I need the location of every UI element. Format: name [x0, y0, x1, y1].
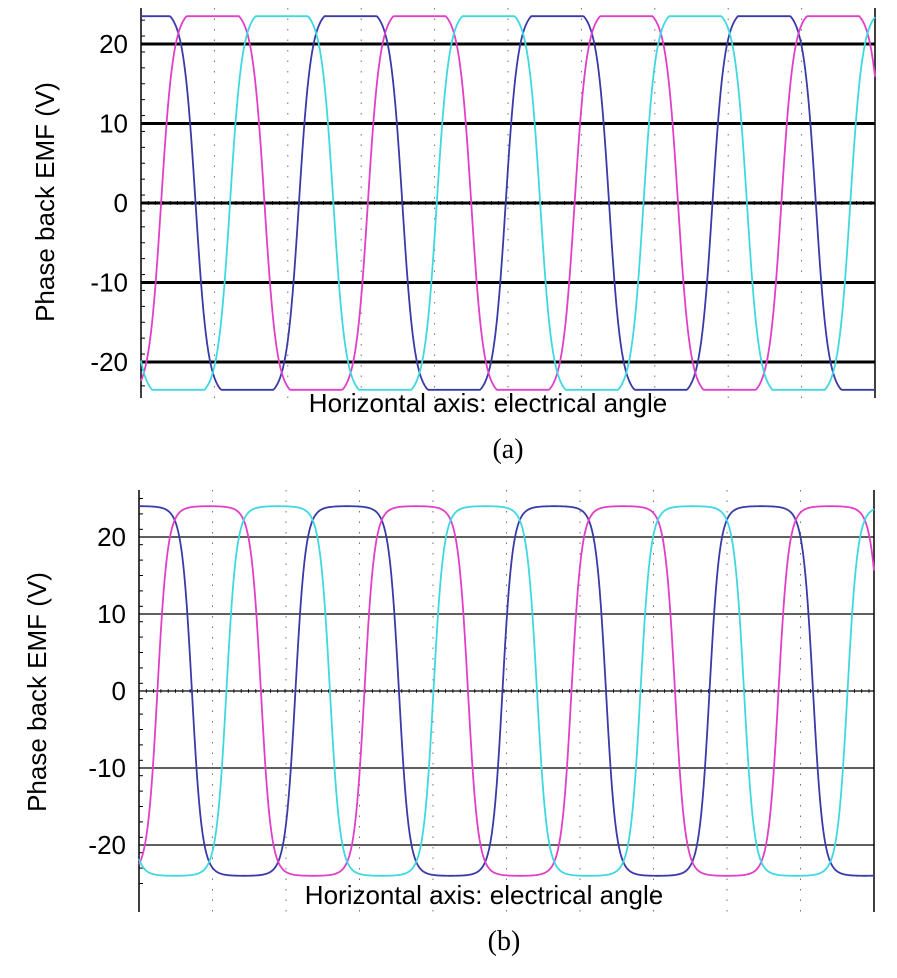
series-line-phase_c — [140, 15, 876, 391]
series-line-phase_a — [139, 505, 875, 877]
series-line-phase_a — [141, 15, 875, 391]
caption-a: (a) — [492, 434, 523, 465]
x-axis-title-b: Horizontal axis: electrical angle — [305, 880, 663, 910]
series-group-a — [140, 15, 876, 391]
ytick-label: -20 — [88, 830, 126, 860]
y-axis-title-a: Phase back EMF (V) — [30, 82, 60, 322]
ytick-label: 20 — [99, 29, 128, 59]
series-line-phase_b — [138, 505, 875, 877]
ytick-label: 10 — [97, 599, 126, 629]
series-group-b — [138, 505, 875, 877]
minor-ticks-b — [138, 498, 870, 884]
gridlines-a — [141, 42, 875, 364]
gridlines-b — [139, 536, 874, 846]
ytick-label: 10 — [99, 109, 128, 139]
dotted-grid-b — [212, 490, 801, 912]
chart-panel-b: 20 10 0 -10 -20 Phase back EMF (V) Horizonta… — [22, 490, 875, 957]
ytick-labels-b: 20 10 0 -10 -20 — [88, 522, 126, 860]
ytick-label: -10 — [88, 753, 126, 783]
y-axis-title-b: Phase back EMF (V) — [22, 572, 52, 812]
ytick-label: 0 — [112, 676, 126, 706]
minor-ticks-a — [140, 19, 872, 387]
ytick-label: 20 — [97, 522, 126, 552]
x-axis-title-a: Horizontal axis: electrical angle — [309, 388, 667, 418]
ytick-label: 0 — [114, 188, 128, 218]
ytick-label: -10 — [90, 268, 128, 298]
chart-panel-a: 20 10 0 -10 -20 Phase back EMF (V) Horizonta… — [30, 8, 876, 465]
series-line-phase_b — [140, 15, 876, 391]
ytick-label: -20 — [90, 347, 128, 377]
series-line-phase_c — [138, 505, 875, 877]
ytick-labels-a: 20 10 0 -10 -20 — [90, 29, 128, 377]
caption-b: (b) — [488, 926, 521, 957]
